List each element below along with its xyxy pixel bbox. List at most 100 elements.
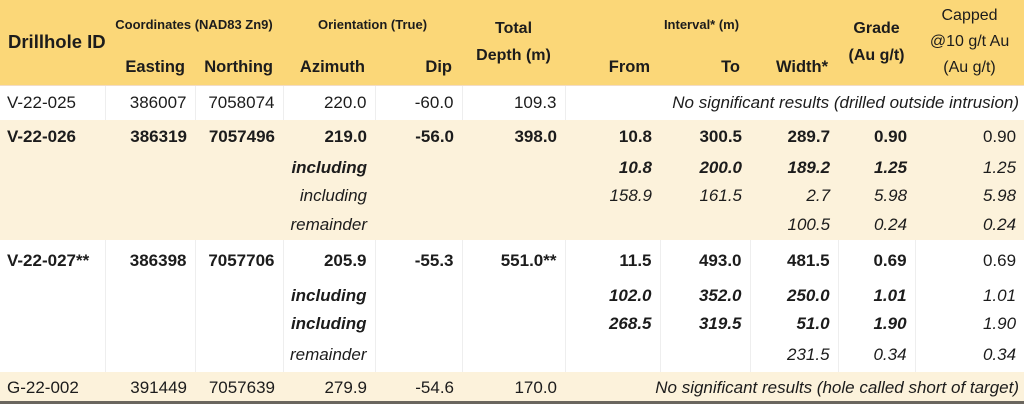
cell-northing	[195, 182, 283, 210]
col-header-width: Width*	[750, 48, 839, 86]
cell-northing	[195, 282, 284, 310]
cell-width: 2.7	[806, 186, 831, 205]
cell-width: 100.5	[787, 215, 831, 234]
capped-line-3: (Au g/t)	[943, 59, 996, 77]
cell-easting: 386398	[105, 240, 196, 282]
cell-to: 493.0	[660, 240, 751, 282]
cell-to: 300.5	[699, 127, 742, 146]
cell-to	[660, 210, 750, 240]
cell-easting: 386319	[130, 127, 187, 146]
cell-grade: 0.24	[873, 215, 908, 234]
cell-easting	[105, 210, 195, 240]
cell-note: No significant results (drilled outside …	[672, 92, 1020, 112]
cell-from: 102.0	[565, 282, 661, 310]
cell-width: 231.5	[750, 338, 839, 372]
cell-note: No significant results (hole called shor…	[655, 378, 1020, 397]
cell-label: remainder	[290, 215, 367, 234]
cell-dip: -54.6	[415, 378, 454, 397]
cell-grade: 1.01	[838, 282, 916, 310]
cell-width: 250.0	[750, 282, 839, 310]
col-header-drillhole-id: Drillhole ID	[0, 0, 106, 86]
table-row: including 10.8 200.0 189.2 1.25 1.25	[0, 154, 1024, 182]
col-header-dip: Dip	[375, 48, 462, 86]
cell-width: 189.2	[787, 158, 831, 177]
cell-from	[565, 338, 661, 372]
cell-id	[0, 310, 106, 338]
cell-to: 161.5	[699, 186, 742, 205]
cell-easting	[105, 338, 196, 372]
table-row: remainder 100.5 0.24 0.24	[0, 210, 1024, 240]
col-header-easting: Easting	[105, 48, 195, 86]
cell-capped: 0.69	[982, 251, 1017, 270]
cell-id	[0, 282, 106, 310]
cell-northing: 7058074	[195, 85, 284, 120]
table-row: G-22-002 391449 7057639 279.9 -54.6 170.0 No s…	[0, 372, 1024, 404]
cell-id	[0, 210, 105, 240]
cell-width: 481.5	[750, 240, 839, 282]
col-group-orientation: Orientation (True)	[283, 0, 462, 48]
cell-easting	[105, 182, 195, 210]
cell-label: including	[291, 158, 367, 177]
cell-azimuth: 205.9	[283, 240, 376, 282]
cell-from: 158.9	[609, 186, 652, 205]
cell-capped: 1.25	[982, 158, 1017, 177]
cell-from: 10.8	[618, 158, 652, 177]
cell-total_depth: 109.3	[462, 85, 566, 120]
cell-width: 289.7	[787, 127, 831, 146]
table-row: V-22-027** 386398 7057706 205.9 -55.3 551.0**…	[0, 240, 1024, 282]
table-row: V-22-025 386007 7058074 220.0 -60.0 109.3 No s…	[0, 85, 1024, 120]
table-header: Drillhole ID Coordinates (NAD83 Zn9) Ori…	[0, 0, 1024, 86]
cell-northing	[195, 310, 284, 338]
header-sub-row: Easting Northing Azimuth Dip From To Wid…	[0, 48, 1024, 86]
grade-line-1: Grade	[853, 20, 900, 38]
col-group-interval: Interval* (m)	[565, 0, 839, 48]
cell-from: 10.8	[618, 127, 652, 146]
cell-dip	[375, 282, 463, 310]
cell-total_depth	[462, 182, 565, 210]
cell-capped: 1.90	[982, 314, 1017, 333]
capped-line-1: Capped	[941, 7, 998, 25]
cell-azimuth: 219.0	[324, 127, 367, 146]
cell-id: V-22-027**	[0, 240, 106, 282]
cell-grade: 0.34	[838, 338, 916, 372]
table-row: including 158.9 161.5 2.7 5.98 5.98	[0, 182, 1024, 210]
cell-grade: 0.69	[838, 240, 916, 282]
cell-total_depth	[462, 210, 565, 240]
table-row: V-22-026 386319 7057496 219.0 -56.0 398.0 10.8…	[0, 120, 1024, 154]
cell-label: including	[299, 186, 367, 205]
cell-width: 51.0	[750, 310, 839, 338]
cell-to: 352.0	[660, 282, 751, 310]
cell-northing: 7057706	[195, 240, 284, 282]
cell-dip	[375, 182, 462, 210]
cell-easting: 386007	[105, 85, 196, 120]
cell-to	[660, 338, 751, 372]
cell-id	[0, 182, 105, 210]
cell-to: 319.5	[660, 310, 751, 338]
cell-grade: 0.90	[873, 127, 908, 146]
cell-from	[565, 210, 660, 240]
cell-capped: 1.01	[982, 286, 1017, 305]
total-depth-line-2: Depth (m)	[476, 47, 551, 65]
cell-easting: 391449	[130, 378, 187, 397]
header-group-row: Drillhole ID Coordinates (NAD83 Zn9) Ori…	[0, 0, 1024, 86]
col-header-azimuth: Azimuth	[283, 48, 375, 86]
table-row: remainder 231.5 0.34 0.34	[0, 338, 1024, 372]
cell-dip	[375, 210, 462, 240]
cell-azimuth: 220.0	[283, 85, 376, 120]
cell-total_depth	[462, 154, 565, 182]
cell-to: 200.0	[699, 158, 742, 177]
cell-dip	[375, 310, 463, 338]
table-row: including 102.0 352.0 250.0 1.01 1.01	[0, 282, 1024, 310]
cell-label: including	[283, 282, 376, 310]
cell-total_depth	[462, 310, 566, 338]
col-header-northing: Northing	[195, 48, 283, 86]
col-header-total-depth: Total Depth (m)	[462, 0, 565, 86]
cell-northing: 7057639	[208, 378, 275, 397]
cell-id	[0, 154, 105, 182]
cell-dip: -60.0	[375, 85, 463, 120]
cell-easting	[105, 310, 196, 338]
cell-capped: 0.24	[982, 215, 1017, 234]
table-bottom-border	[0, 401, 1024, 404]
